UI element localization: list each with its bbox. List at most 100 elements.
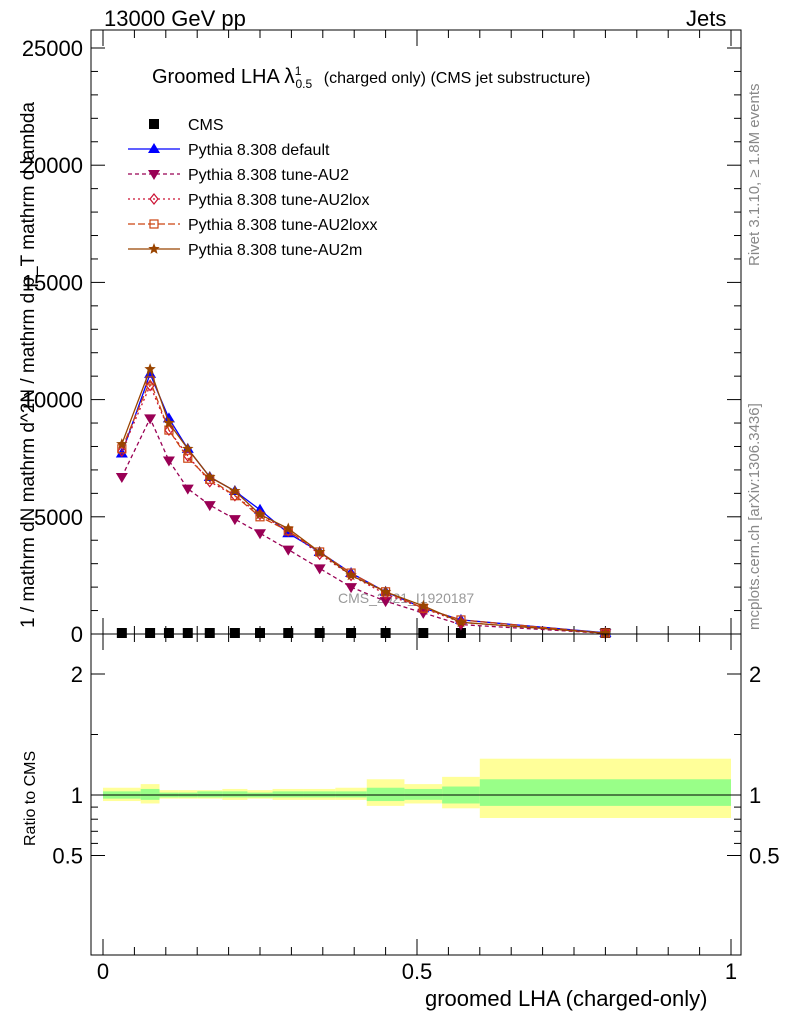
data-point — [183, 453, 193, 463]
series-5 — [116, 363, 612, 638]
data-point — [417, 599, 429, 611]
legend-label: Pythia 8.308 tune-AU2lox — [188, 192, 369, 209]
title-main: Groomed LHA — [152, 66, 279, 88]
data-point — [282, 522, 294, 534]
series-line — [121, 383, 606, 634]
data-point — [145, 628, 156, 638]
data-point — [163, 417, 175, 428]
data-point — [164, 425, 174, 435]
ratio-y-tick-label: 2 — [71, 662, 83, 687]
y-tick-label: 10000 — [22, 388, 83, 413]
y-tick-label: 0 — [71, 622, 83, 647]
legend-marker — [149, 219, 159, 229]
legend-label: Pythia 8.308 tune-AU2loxx — [188, 217, 377, 234]
data-point — [455, 628, 466, 638]
legend-marker — [149, 193, 159, 205]
uncertainty-band-inner — [197, 791, 223, 798]
uncertainty-band-inner — [140, 788, 160, 800]
data-point — [145, 379, 155, 392]
data-point — [346, 628, 357, 638]
data-point — [229, 628, 240, 638]
legend: CMS Pythia 8.308 default Pythia 8.308 tune… — [128, 117, 377, 259]
data-point — [314, 628, 325, 638]
series-line — [121, 416, 606, 634]
data-point — [229, 485, 241, 496]
ratio-y-tick-label-right: 1 — [749, 783, 761, 808]
data-point — [164, 424, 174, 437]
ratio-y-tick-label: 1 — [71, 783, 83, 808]
legend-marker — [149, 119, 159, 129]
data-point — [162, 456, 175, 467]
data-point — [599, 627, 612, 638]
data-point — [204, 628, 215, 638]
header-left: 13000 GeV pp — [104, 6, 246, 31]
legend-label: CMS — [188, 117, 224, 134]
data-point — [455, 616, 467, 628]
data-point — [182, 442, 194, 454]
data-point — [144, 414, 157, 425]
legend-label: Pythia 8.308 default — [188, 142, 330, 159]
data-point — [379, 597, 392, 608]
x-axis-label: groomed LHA (charged-only) — [425, 986, 708, 1011]
series-4 — [117, 376, 611, 638]
uncertainty-band-inner — [335, 791, 367, 798]
series-1 — [115, 367, 612, 637]
data-point — [345, 583, 358, 594]
main-panel: 0 5000 10000 15000 20000 25000 — [22, 29, 742, 647]
data-point — [228, 515, 241, 526]
data-point — [314, 548, 325, 561]
series-line — [121, 367, 606, 634]
uncertainty-band-inner — [366, 787, 405, 802]
watermark: CMS_2021_I1920187 — [338, 590, 475, 606]
ratio-panel: 0.5 0.5 1 1 2 2 0 0.5 1 — [52, 633, 780, 984]
uncertainty-band-inner — [404, 788, 443, 800]
legend-marker — [148, 243, 160, 254]
data-point — [283, 628, 294, 638]
series-3 — [117, 379, 611, 640]
x-tick-label: 0 — [97, 959, 109, 984]
uncertainty-band-inner — [303, 791, 336, 798]
data-point — [254, 508, 266, 520]
data-point — [314, 546, 326, 557]
data-point — [379, 585, 392, 597]
uncertainty-band-inner — [272, 791, 304, 798]
legend-marker — [148, 170, 160, 180]
legend-label: Pythia 8.308 tune-AU2 — [188, 167, 349, 184]
data-point — [380, 628, 391, 638]
uncertainty-band-inner — [479, 779, 731, 806]
data-point — [115, 472, 128, 483]
y-tick-label: 25000 — [22, 36, 83, 61]
ratio-y-tick-label-right: 2 — [749, 662, 761, 687]
data-point — [116, 438, 128, 449]
data-point — [163, 628, 174, 638]
x-tick-label: 0.5 — [402, 959, 433, 984]
data-point — [345, 569, 357, 581]
data-point — [313, 564, 326, 575]
data-point — [144, 363, 156, 374]
y-tick-label: 5000 — [34, 505, 83, 530]
data-point — [254, 529, 266, 540]
data-point — [418, 628, 429, 638]
ratio-y-tick-label-right: 0.5 — [749, 844, 780, 869]
ratio-y-tick-label: 0.5 — [52, 844, 83, 869]
data-point — [181, 484, 194, 495]
y-tick-label: 20000 — [22, 153, 83, 178]
title-rest: (charged only) (CMS jet substructure) — [323, 70, 591, 87]
y-tick-label: 15000 — [22, 270, 83, 295]
legend-label: Pythia 8.308 tune-AU2m — [188, 242, 362, 259]
data-point — [116, 628, 127, 638]
uncertainty-band-inner — [222, 791, 248, 798]
series-line — [121, 379, 606, 634]
data-point — [204, 471, 216, 482]
data-point — [203, 501, 216, 512]
data-point — [117, 445, 127, 458]
data-point — [255, 628, 265, 638]
legend-marker — [148, 143, 160, 153]
chart-title: Groomed LHA λ10.5 (charged only) (CMS je… — [152, 64, 591, 91]
data-point — [182, 628, 193, 638]
title-lambda: λ10.5 — [284, 64, 313, 92]
data-point — [282, 545, 295, 556]
x-tick-label: 1 — [725, 959, 737, 984]
series-line — [121, 372, 606, 634]
